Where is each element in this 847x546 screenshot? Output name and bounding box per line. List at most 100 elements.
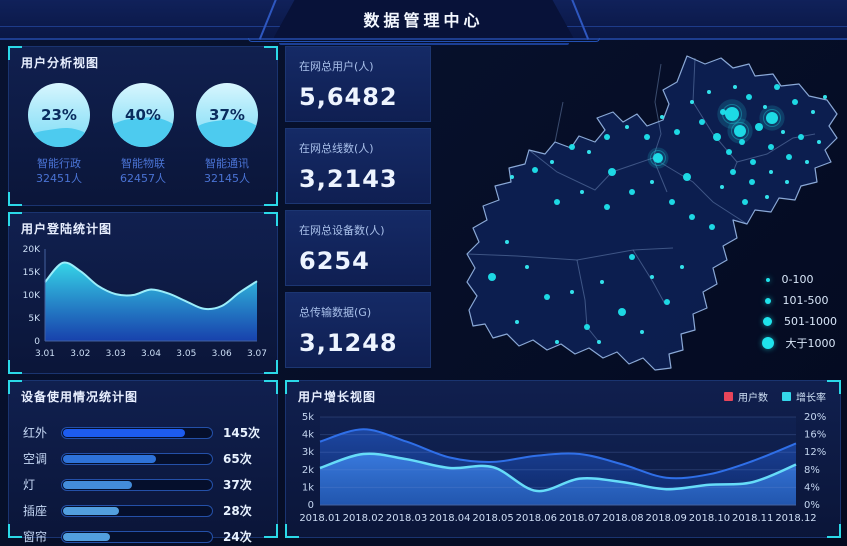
svg-text:2018.04: 2018.04 xyxy=(429,513,470,524)
legend-item-users[interactable]: 用户数 xyxy=(724,389,768,404)
gauge-name: 智能行政 xyxy=(37,157,81,170)
gauge-group: 23% 智能行政 32451人 40% 智能物联 62457人 37% 智能通讯 32145人 xyxy=(9,75,277,186)
svg-text:2018.01: 2018.01 xyxy=(299,513,340,524)
device-bar-row: 灯 37次 xyxy=(23,472,263,497)
map-dot xyxy=(730,169,736,175)
map-legend-dot-icon xyxy=(761,336,774,349)
svg-text:12%: 12% xyxy=(804,447,826,458)
svg-text:2018.07: 2018.07 xyxy=(559,513,600,524)
svg-text:2k: 2k xyxy=(302,465,314,476)
gauge-percent: 40% xyxy=(125,106,161,124)
map-dot xyxy=(749,179,755,185)
device-bar-value: 24次 xyxy=(223,530,252,544)
province-scatter-map: 0-100 101-500 501-1000 大于1000 xyxy=(437,42,841,377)
map-dot xyxy=(742,199,748,205)
map-dot xyxy=(544,294,550,300)
panel-title-login-stats: 用户登陆统计图 xyxy=(21,222,113,236)
map-dot xyxy=(550,160,554,164)
header-ornament-inner xyxy=(278,43,569,45)
map-dot xyxy=(510,175,514,179)
device-bar-row: 红外 145次 xyxy=(23,420,263,445)
map-dots xyxy=(488,84,827,344)
device-bar-value: 28次 xyxy=(223,504,252,518)
map-dot xyxy=(629,189,635,195)
page-title: 数据管理中心 xyxy=(363,11,484,30)
map-dot xyxy=(726,149,732,155)
map-legend-label: 501-1000 xyxy=(784,315,837,328)
map-dot xyxy=(690,100,694,104)
map-dot xyxy=(604,134,610,140)
map-dot xyxy=(768,144,774,150)
device-bar-fill xyxy=(63,454,156,463)
map-dot xyxy=(755,123,763,131)
svg-text:2018.03: 2018.03 xyxy=(386,513,427,524)
map-legend: 0-100 101-500 501-1000 大于1000 xyxy=(761,269,837,353)
map-legend-dot-icon xyxy=(764,297,771,304)
map-dot xyxy=(525,265,529,269)
header-title-block: 数据管理中心 xyxy=(273,0,574,38)
map-dot xyxy=(817,140,821,144)
gauge-percent: 37% xyxy=(209,106,245,124)
map-dot xyxy=(720,185,724,189)
device-bar-chart: 红外 145次 空调 65次灯 37次 插座 28次 窗帘 24次 xyxy=(9,409,277,546)
svg-text:2018.09: 2018.09 xyxy=(646,513,687,524)
map-dot xyxy=(664,299,670,305)
svg-text:2018.05: 2018.05 xyxy=(472,513,513,524)
map-legend-label: 0-100 xyxy=(781,273,814,286)
legend-item-growth-rate[interactable]: 增长率 xyxy=(782,389,826,404)
svg-text:2018.10: 2018.10 xyxy=(689,513,730,524)
growth-area-chart: 0 1k 2k 3k 4k 5k 0% 4% 8% 12% 16% 20% 2018.01 2018.02… xyxy=(299,412,826,524)
map-legend-dot-icon xyxy=(763,317,773,326)
stat-value: 3,1248 xyxy=(299,329,398,357)
map-dot xyxy=(660,115,664,119)
map-legend-label: 101-500 xyxy=(782,294,829,307)
svg-text:1k: 1k xyxy=(302,482,314,493)
device-bar-track xyxy=(61,478,213,491)
map-dot xyxy=(515,320,519,324)
stat-value: 3,2143 xyxy=(299,165,398,193)
map-dot xyxy=(699,119,705,125)
map-dot xyxy=(555,340,559,344)
device-bar-value: 37次 xyxy=(223,478,252,492)
device-bar-track xyxy=(61,452,213,465)
gauge-name: 智能物联 xyxy=(121,157,165,170)
map-dot xyxy=(597,340,601,344)
map-dot xyxy=(608,168,616,176)
map-dot xyxy=(570,290,574,294)
device-bar-track xyxy=(61,426,213,439)
liquid-gauge: 40% 智能物联 62457人 xyxy=(105,79,181,186)
map-legend-row: 101-500 xyxy=(762,290,837,311)
map-dot xyxy=(798,134,804,140)
map-legend-label: 大于1000 xyxy=(785,336,836,350)
map-dot xyxy=(713,133,721,141)
svg-text:2018.11: 2018.11 xyxy=(732,513,773,524)
map-dot xyxy=(739,139,745,145)
gauge-count: 32451人 xyxy=(36,172,82,185)
device-bar-value: 65次 xyxy=(223,452,252,466)
device-bar-label: 空调 xyxy=(23,452,48,466)
map-dot xyxy=(625,125,629,129)
map-dot xyxy=(769,170,773,174)
legend-swatch xyxy=(724,392,733,401)
map-dot xyxy=(584,324,590,330)
device-bar-row: 空调 65次 xyxy=(23,446,263,471)
liquid-gauge: 37% 智能通讯 32145人 xyxy=(189,79,265,186)
gauge-name: 智能通讯 xyxy=(205,157,249,170)
svg-text:20K: 20K xyxy=(23,245,41,255)
map-dot xyxy=(680,265,684,269)
map-legend-row: 大于1000 xyxy=(761,332,837,353)
map-dot xyxy=(650,180,654,184)
map-dot xyxy=(774,84,780,90)
map-legend-row: 501-1000 xyxy=(762,311,837,332)
device-bar-track xyxy=(61,530,213,543)
svg-text:3.01: 3.01 xyxy=(35,349,55,359)
panel-user-growth: 用户增长视图 用户数 增长率 0 1k 2k 3k 4k 5k 0% 4% 8% 12% 16% 20%… xyxy=(285,380,841,538)
header-right-slash-decoration xyxy=(570,0,589,40)
svg-text:3.05: 3.05 xyxy=(176,349,196,359)
stat-value: 5,6482 xyxy=(299,83,398,111)
map-dot xyxy=(750,159,756,165)
panel-device-usage: 设备使用情况统计图 红外 145次 空调 65次灯 37次 插座 28次 窗帘 24次 xyxy=(8,380,278,544)
svg-text:2018.06: 2018.06 xyxy=(516,513,557,524)
header-left-slash-decoration xyxy=(258,0,277,40)
map-dot xyxy=(644,134,650,140)
